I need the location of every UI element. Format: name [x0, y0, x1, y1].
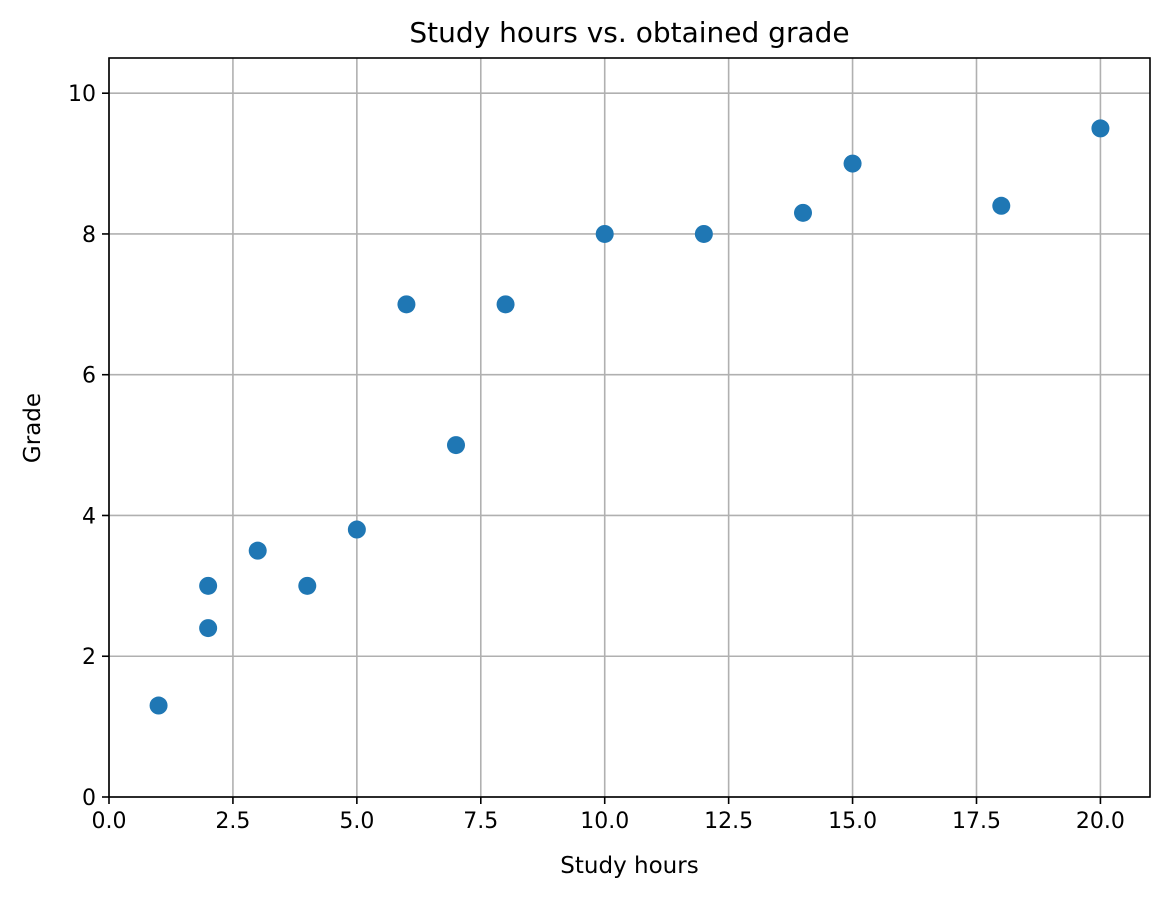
axis-ticks: 0.0 2.5 5.0 7.5 10.0 12.5 15.0 17.5 20.0 0 2 4 6 8 10 [68, 82, 1125, 834]
y-axis-label: Grade [20, 393, 46, 463]
data-point [149, 696, 168, 715]
x-tick-label: 20.0 [1076, 809, 1125, 834]
chart-title: Study hours vs. obtained grade [409, 16, 849, 49]
x-tick-label: 2.5 [215, 809, 250, 834]
x-tick-label: 17.5 [952, 809, 1001, 834]
data-point [199, 576, 218, 595]
x-tick-label: 7.5 [463, 809, 498, 834]
y-tick-label: 8 [82, 223, 96, 248]
data-point [595, 224, 614, 243]
y-tick-label: 4 [82, 504, 96, 529]
data-point [992, 196, 1011, 215]
data-points [149, 119, 1110, 715]
y-tick-label: 10 [68, 82, 96, 107]
data-point [347, 520, 366, 539]
grid-lines [108, 58, 1150, 798]
x-tick-label: 5.0 [339, 809, 374, 834]
data-point [694, 224, 713, 243]
data-point [843, 154, 862, 173]
data-point [199, 619, 218, 638]
data-point [1091, 119, 1110, 138]
data-point [397, 295, 416, 314]
data-point [248, 541, 267, 560]
data-point [298, 576, 317, 595]
data-point [496, 295, 515, 314]
y-tick-label: 6 [82, 364, 96, 389]
x-tick-label: 10.0 [580, 809, 629, 834]
y-tick-label: 0 [82, 786, 96, 811]
x-tick-label: 12.5 [704, 809, 753, 834]
x-tick-label: 15.0 [828, 809, 877, 834]
x-tick-label: 0.0 [92, 809, 127, 834]
data-point [447, 436, 465, 455]
plot-frame [108, 57, 1151, 798]
y-tick-label: 2 [82, 645, 96, 670]
data-point [794, 203, 812, 222]
x-axis-label: Study hours [560, 853, 698, 879]
